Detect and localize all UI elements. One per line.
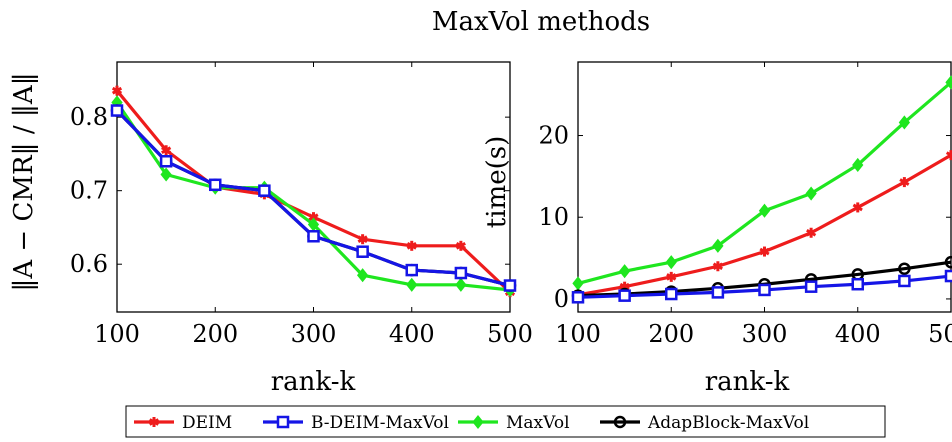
data-point	[454, 266, 468, 280]
legend-entry: AdapBlock-MaxVol	[600, 413, 809, 433]
data-point	[111, 85, 123, 96]
right-x-axis-label: rank-k	[705, 367, 790, 397]
legend-box	[125, 405, 886, 438]
data-point	[406, 240, 417, 251]
data-point	[944, 255, 952, 269]
data-point	[944, 269, 952, 283]
data-point	[503, 279, 517, 292]
x-tick-label: 400	[835, 320, 881, 348]
right-y-axis-label: time(s)	[482, 136, 512, 228]
series-line	[577, 153, 952, 297]
data-point	[161, 145, 172, 156]
series-line	[115, 109, 511, 288]
data-point	[405, 263, 418, 277]
y-tick-label: 0.6	[70, 250, 108, 278]
left-panel: 100 200 300 400 500 0.6 0.7 0.8 rank-k ‖A − CMR…	[9, 61, 533, 397]
y-tick-label: 0.7	[70, 177, 108, 205]
y-tick-label: 0	[554, 285, 569, 313]
data-point	[898, 262, 911, 275]
legend-marker	[472, 414, 484, 430]
y-tick-label: 10	[538, 203, 569, 231]
data-point	[758, 203, 771, 218]
plot-frame	[116, 61, 511, 313]
data-point	[852, 202, 863, 213]
y-tick-label: 0.8	[70, 103, 108, 131]
legend-entry: DEIM	[134, 413, 232, 433]
legend-entry: B-DEIM-MaxVol	[263, 413, 449, 433]
series-line	[115, 89, 512, 294]
left-plot-area: 100 200 300 400 500 0.6 0.7 0.8	[70, 61, 533, 348]
legend-label: MaxVol	[506, 413, 570, 433]
data-point	[711, 286, 725, 299]
data-point	[945, 75, 952, 90]
data-point	[852, 157, 864, 172]
legend-marker	[148, 417, 160, 427]
legend: DEIM B-DEIM-MaxVol MaxVol AdapBlock-MaxVol	[125, 405, 886, 438]
series-b-deim-maxvol	[571, 269, 952, 304]
legend-marker	[613, 415, 627, 429]
data-point	[356, 268, 369, 283]
right-panel: 100 200 300 400 500 0 10 20 rank-k time(s)	[482, 61, 952, 397]
legend-marker	[276, 415, 290, 429]
data-point	[618, 289, 631, 302]
data-point	[307, 230, 320, 243]
figure-title: MaxVol methods	[432, 7, 650, 37]
data-point	[357, 234, 368, 245]
data-point	[571, 291, 585, 304]
data-point	[160, 167, 172, 182]
legend-entry: MaxVol	[458, 413, 570, 433]
data-point	[572, 276, 584, 291]
data-point	[406, 277, 418, 292]
x-tick-label: 300	[291, 320, 337, 348]
data-point	[804, 280, 818, 293]
data-point	[455, 240, 466, 251]
x-tick-label: 500	[487, 320, 533, 348]
data-point	[618, 264, 631, 279]
data-point	[898, 115, 911, 130]
data-point	[945, 150, 952, 161]
data-point	[665, 287, 678, 301]
data-point	[455, 277, 467, 292]
legend-label: AdapBlock-MaxVol	[647, 413, 809, 433]
x-tick-label: 500	[928, 320, 952, 348]
right-plot-area: 100 200 300 400 500 0 10 20	[538, 61, 952, 348]
data-point	[665, 255, 677, 270]
left-x-axis-label: rank-k	[271, 367, 356, 397]
data-point	[899, 177, 910, 188]
series-maxvol	[111, 95, 516, 297]
x-tick-label: 100	[94, 320, 140, 348]
data-point	[209, 178, 222, 192]
series-deim	[572, 150, 952, 300]
x-tick-label: 100	[555, 320, 601, 348]
data-point	[258, 184, 271, 197]
data-point	[356, 245, 369, 258]
data-point	[159, 155, 173, 168]
y-tick-label: 20	[538, 122, 569, 150]
series-line	[115, 109, 511, 288]
series-maxvol	[572, 75, 952, 291]
data-point	[806, 227, 817, 238]
legend-label: B-DEIM-MaxVol	[311, 413, 449, 433]
data-point	[805, 186, 817, 201]
data-point	[898, 274, 911, 288]
series-deim	[111, 85, 516, 298]
left-y-axis-label: ‖A − CMR‖ / ‖A‖	[9, 72, 39, 291]
data-point	[758, 283, 771, 297]
series-b-deim-maxvol	[110, 104, 517, 292]
data-point	[712, 261, 723, 272]
series-adapblock-maxvol	[110, 104, 517, 292]
x-tick-label: 400	[389, 320, 435, 348]
x-tick-label: 300	[742, 320, 788, 348]
data-point	[712, 238, 724, 253]
data-point	[759, 246, 770, 257]
x-tick-label: 200	[192, 320, 238, 348]
data-point	[308, 212, 319, 223]
legend-label: DEIM	[182, 413, 232, 433]
series-line	[115, 101, 511, 292]
data-point	[666, 271, 677, 282]
data-point	[110, 104, 124, 117]
data-point	[851, 277, 864, 291]
x-tick-label: 200	[648, 320, 694, 348]
